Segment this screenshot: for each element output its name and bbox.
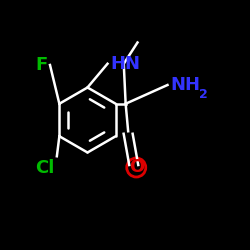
- Text: F: F: [35, 56, 48, 74]
- Text: 2: 2: [199, 88, 207, 101]
- Text: NH: NH: [170, 76, 200, 94]
- Text: O: O: [128, 158, 144, 176]
- Text: HN: HN: [110, 55, 140, 73]
- Text: Cl: Cl: [35, 159, 54, 177]
